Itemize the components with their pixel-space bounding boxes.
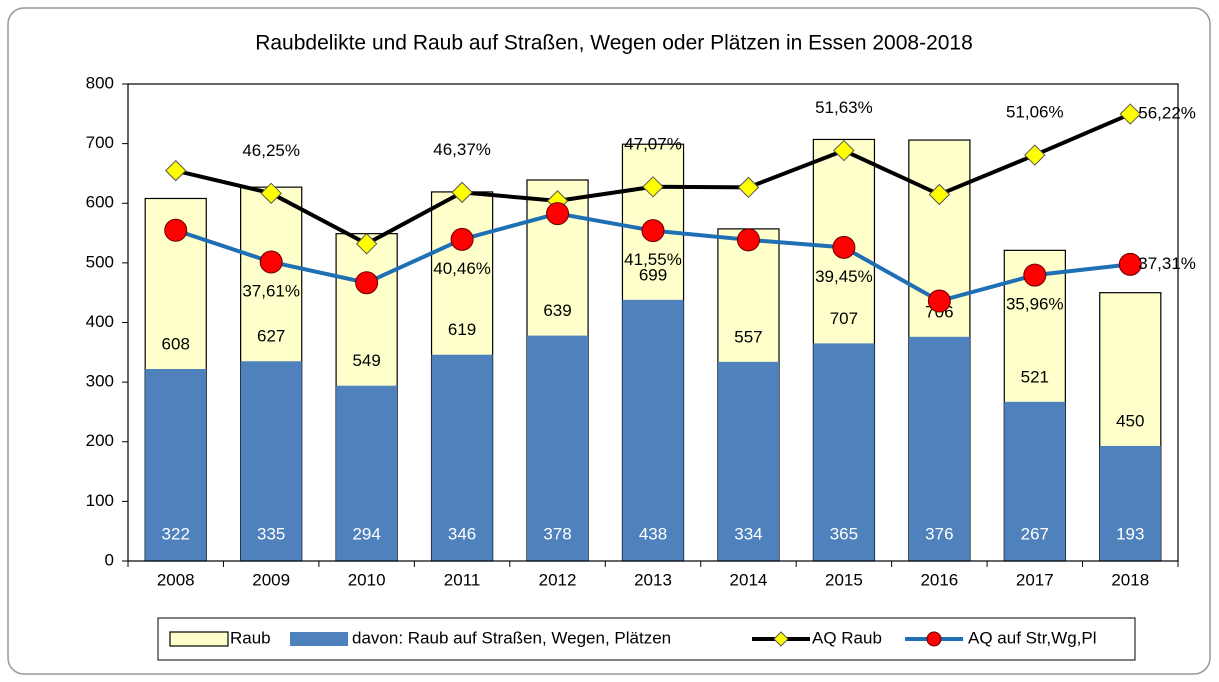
bar-value-label: 267 bbox=[1021, 524, 1049, 543]
marker-diamond bbox=[737, 176, 760, 199]
line-value-label: 37,31% bbox=[1138, 254, 1196, 273]
y-tick-label: 0 bbox=[105, 550, 114, 569]
legend-label: AQ auf Str,Wg,Pl bbox=[968, 628, 1097, 647]
marker-diamond bbox=[1024, 144, 1046, 166]
line-value-label: 46,25% bbox=[242, 141, 300, 160]
y-tick-label: 500 bbox=[86, 252, 114, 271]
bar-value-label: 450 bbox=[1116, 411, 1144, 430]
line-value-label: 51,63% bbox=[815, 98, 873, 117]
x-tick-label: 2008 bbox=[157, 570, 195, 589]
marker-circle bbox=[259, 250, 283, 274]
bar-value-label: 376 bbox=[925, 524, 953, 543]
bar bbox=[908, 336, 970, 561]
legend-marker bbox=[926, 631, 942, 647]
line-value-label: 47,07% bbox=[624, 134, 682, 153]
bar-value-label: 549 bbox=[352, 351, 380, 370]
x-tick-label: 2010 bbox=[348, 570, 386, 589]
y-tick-label: 600 bbox=[86, 193, 114, 212]
y-tick-label: 700 bbox=[86, 133, 114, 152]
bar-value-label: 619 bbox=[448, 320, 476, 339]
bar-value-label: 707 bbox=[830, 309, 858, 328]
marker-circle bbox=[546, 202, 570, 226]
x-tick-label: 2015 bbox=[825, 570, 863, 589]
x-tick-label: 2017 bbox=[1016, 570, 1054, 589]
bar-value-label: 193 bbox=[1116, 524, 1144, 543]
bar-value-label: 378 bbox=[543, 524, 571, 543]
bar-value-label: 365 bbox=[830, 524, 858, 543]
bar-value-label: 639 bbox=[543, 301, 571, 320]
bar-value-label: 322 bbox=[162, 524, 190, 543]
bar-value-label: 627 bbox=[257, 327, 285, 346]
bar bbox=[717, 361, 779, 561]
marker-circle bbox=[355, 271, 379, 295]
marker-circle bbox=[450, 227, 474, 251]
marker-diamond bbox=[928, 183, 951, 206]
marker-diamond bbox=[451, 181, 473, 204]
line-value-label: 39,45% bbox=[815, 267, 873, 286]
bar-value-label: 294 bbox=[352, 524, 380, 543]
plot-area bbox=[127, 83, 1179, 562]
bar-value-label: 521 bbox=[1021, 367, 1049, 386]
line-value-label: 46,37% bbox=[433, 140, 491, 159]
legend-label: davon: Raub auf Straßen, Wegen, Plätzen bbox=[352, 628, 671, 647]
bar bbox=[336, 385, 398, 561]
x-tick-label: 2012 bbox=[539, 570, 577, 589]
x-tick-label: 2014 bbox=[730, 570, 768, 589]
marker-diamond bbox=[260, 182, 282, 205]
marker-circle bbox=[1118, 252, 1142, 276]
line-value-label: 41,55% bbox=[624, 250, 682, 269]
bar-value-label: 557 bbox=[734, 327, 762, 346]
legend-swatch bbox=[290, 632, 348, 646]
legend-marker bbox=[773, 631, 789, 647]
bar bbox=[431, 354, 493, 561]
legend-label: Raub bbox=[230, 628, 271, 647]
line-value-label: 40,46% bbox=[433, 259, 491, 278]
legend-swatch bbox=[169, 631, 229, 647]
y-tick-label: 300 bbox=[86, 372, 114, 391]
marker-diamond bbox=[833, 139, 855, 162]
marker-circle bbox=[641, 219, 665, 243]
bar bbox=[622, 299, 684, 561]
marker-diamond bbox=[1119, 103, 1141, 125]
x-tick-label: 2016 bbox=[920, 570, 958, 589]
bar-value-label: 438 bbox=[639, 524, 667, 543]
line-value-label: 56,22% bbox=[1138, 104, 1196, 123]
bar-value-label: 334 bbox=[734, 524, 762, 543]
y-tick-label: 400 bbox=[86, 312, 114, 331]
chart-title: Raubdelikte und Raub auf Straßen, Wegen … bbox=[255, 32, 973, 55]
x-tick-label: 2011 bbox=[444, 570, 481, 589]
bar bbox=[240, 361, 302, 561]
bar-value-label: 346 bbox=[448, 524, 476, 543]
marker-circle bbox=[164, 218, 188, 242]
legend-label: AQ Raub bbox=[812, 628, 882, 647]
bar-value-label: 699 bbox=[639, 265, 667, 284]
bar-value-label: 335 bbox=[257, 524, 285, 543]
line-value-label: 37,61% bbox=[242, 281, 300, 300]
bar bbox=[527, 335, 589, 561]
line-value-label: 51,06% bbox=[1006, 103, 1064, 122]
marker-diamond bbox=[165, 159, 187, 182]
marker-circle bbox=[1023, 263, 1047, 287]
marker-circle bbox=[736, 228, 760, 252]
bar bbox=[813, 343, 875, 561]
y-tick-label: 200 bbox=[86, 431, 114, 450]
marker-circle bbox=[927, 289, 951, 313]
x-tick-label: 2013 bbox=[634, 570, 672, 589]
y-tick-label: 100 bbox=[86, 491, 114, 510]
bar bbox=[1004, 401, 1066, 561]
marker-circle bbox=[832, 235, 856, 259]
line-value-label: 35,96% bbox=[1006, 295, 1064, 314]
y-tick-label: 800 bbox=[86, 73, 114, 92]
x-tick-label: 2018 bbox=[1111, 570, 1149, 589]
marker-diamond bbox=[355, 233, 378, 255]
marker-diamond bbox=[642, 176, 664, 198]
bar bbox=[145, 369, 207, 561]
bar bbox=[1099, 445, 1161, 561]
x-tick-label: 2009 bbox=[252, 570, 290, 589]
bar-value-label: 608 bbox=[162, 334, 190, 353]
